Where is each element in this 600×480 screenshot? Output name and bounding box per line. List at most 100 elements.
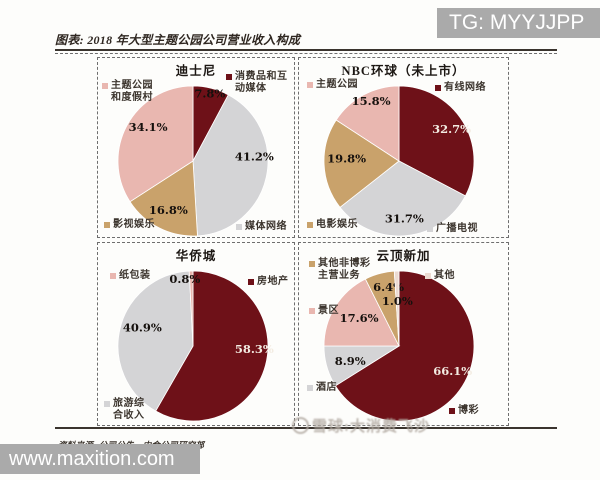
chart-title: 云顶新加 <box>376 249 431 263</box>
chart-panel-oct: 华侨城 58.3% 40.9% 0.8% 纸包装房地产旅游综 合收入 <box>97 242 295 426</box>
pie-slice-label: 31.7% <box>385 212 424 226</box>
legend-label: 景区 <box>318 305 339 317</box>
pie-chart: 32.7% 31.7% 19.8% 15.8% <box>323 85 475 237</box>
pie-slice-label: 8.9% <box>335 354 366 368</box>
pie-slice <box>117 270 194 412</box>
legend-swatch-icon <box>425 273 431 279</box>
pie-slice <box>117 85 194 203</box>
pie-slice-label: 16.8% <box>149 203 188 217</box>
legend-item: 其他非博彩 主营业务 <box>309 258 371 282</box>
legend-label-line: 酒店 <box>316 382 337 393</box>
legend-swatch-icon <box>248 279 254 285</box>
legend-item: 酒店 <box>307 382 337 394</box>
pie-slice-label: 6.4% <box>373 280 404 294</box>
legend-swatch-icon <box>427 226 433 232</box>
legend-label-line: 旅游综 <box>113 398 145 409</box>
top-dashed-rule <box>55 53 557 54</box>
legend-label-line: 主营业务 <box>318 270 360 281</box>
legend-label-line: 媒体网络 <box>245 221 287 232</box>
legend-item: 有线网络 <box>435 82 486 94</box>
legend-swatch-icon <box>110 273 116 279</box>
pie-slice-label: 0.8% <box>169 272 200 286</box>
legend-label-line: 其他非博彩 <box>318 258 371 269</box>
legend-item: 媒体网络 <box>236 221 287 233</box>
legend-swatch-icon <box>102 83 108 89</box>
legend-label: 广播电视 <box>436 223 478 235</box>
pie-slice <box>334 270 475 422</box>
pie-chart: 7.8% 41.2% 16.8% 34.1% <box>117 85 274 237</box>
pie-slice <box>393 270 400 347</box>
pie-chart: 66.1% 8.9% 17.6% 6.4%1.0% <box>323 270 475 422</box>
legend-swatch-icon <box>104 222 110 228</box>
legend-swatch-icon <box>307 82 313 88</box>
chart-panel-genting: 云顶新加 66.1% 8.9% 17.6% 6.4% 1.0% 其他非博彩 主营业务 其他 景区… <box>298 242 509 426</box>
chart-title: 华侨城 <box>175 249 217 263</box>
chart-panel-nbc-universal: NBC环球（未上市） 32.7% 31.7% 19.8% 15.8% 主题公园 有线网络电… <box>298 57 509 238</box>
legend-item: 主题公园 <box>307 79 358 91</box>
legend-label-line: 影视娱乐 <box>113 219 155 230</box>
legend-label: 主题公园 和度假村 <box>111 80 153 104</box>
legend-item: 其他 <box>425 270 455 282</box>
legend-swatch-icon <box>309 261 315 267</box>
legend-label-line: 消费品和互 <box>235 71 288 82</box>
legend-item: 博彩 <box>449 405 479 417</box>
website-watermark: www.maxition.com <box>0 444 200 474</box>
legend-item: 电影娱乐 <box>307 219 358 231</box>
pie-chart: 58.3% 40.9% 0.8% <box>117 270 274 422</box>
legend-swatch-icon <box>435 85 441 91</box>
pie-slice <box>129 160 198 237</box>
legend-label-line: 景区 <box>318 305 339 316</box>
pie-slice <box>323 119 400 208</box>
legend-label: 有线网络 <box>444 82 486 94</box>
pie-slice-label: 15.8% <box>352 94 391 108</box>
pie-slice <box>398 85 475 197</box>
legend-label: 电影娱乐 <box>316 219 358 231</box>
legend-label-line: 和度假村 <box>111 92 153 103</box>
pie-slice-label: 32.7% <box>432 122 471 136</box>
chart-title: NBC环球（未上市） <box>341 64 466 78</box>
circled-logo-icon <box>292 416 309 434</box>
legend-swatch-icon <box>104 401 110 407</box>
faint-watermark: 雪球:大消费飞沙 <box>292 414 517 436</box>
pie-slice <box>188 270 194 347</box>
legend-swatch-icon <box>307 385 313 391</box>
chart-panel-disney: 迪士尼 7.8% 41.2% 16.8% 34.1% 主题公园 和度假村 消费品和互 动媒体影… <box>97 57 295 238</box>
pie-slice-label: 1.0% <box>382 294 413 308</box>
legend-swatch-icon <box>226 74 232 80</box>
legend-swatch-icon <box>309 308 315 314</box>
legend-item: 纸包装 <box>110 270 151 282</box>
legend-label: 酒店 <box>316 382 337 394</box>
legend-item: 消费品和互 动媒体 <box>226 71 288 95</box>
pie-slice <box>155 270 269 422</box>
faint-watermark-text: 雪球:大消费飞沙 <box>312 418 430 435</box>
chart-title: 迪士尼 <box>175 64 217 78</box>
pie-slice-label: 7.8% <box>194 86 225 100</box>
legend-item: 景区 <box>309 305 339 317</box>
legend-item: 影视娱乐 <box>104 219 155 231</box>
legend-label: 主题公园 <box>316 79 358 91</box>
legend-label: 其他非博彩 主营业务 <box>318 258 371 282</box>
legend-swatch-icon <box>236 224 242 230</box>
legend-swatch-icon <box>449 408 455 414</box>
legend-label: 旅游综 合收入 <box>113 398 145 422</box>
pie-slice-label: 66.1% <box>433 364 472 378</box>
pie-slice <box>335 85 400 162</box>
legend-label: 博彩 <box>458 405 479 417</box>
legend-label-line: 其他 <box>434 270 455 281</box>
website-watermark-text: www.maxition.com <box>9 447 175 470</box>
legend-label-line: 电影娱乐 <box>316 219 358 230</box>
legend-label: 影视娱乐 <box>113 219 155 231</box>
legend-label: 消费品和互 动媒体 <box>235 71 288 95</box>
top-rule <box>55 49 557 51</box>
telegram-watermark: TG: MYYJJPP <box>437 8 600 38</box>
telegram-watermark-text: TG: MYYJJPP <box>449 11 585 34</box>
legend-label-line: 动媒体 <box>235 83 267 94</box>
legend-label-line: 纸包装 <box>119 270 151 281</box>
legend-label: 房地产 <box>257 276 289 288</box>
legend-swatch-icon <box>307 222 313 228</box>
legend-label: 纸包装 <box>119 270 151 282</box>
legend-label-line: 房地产 <box>257 276 289 287</box>
pie-slice <box>192 94 269 237</box>
pie-slice <box>323 278 400 347</box>
